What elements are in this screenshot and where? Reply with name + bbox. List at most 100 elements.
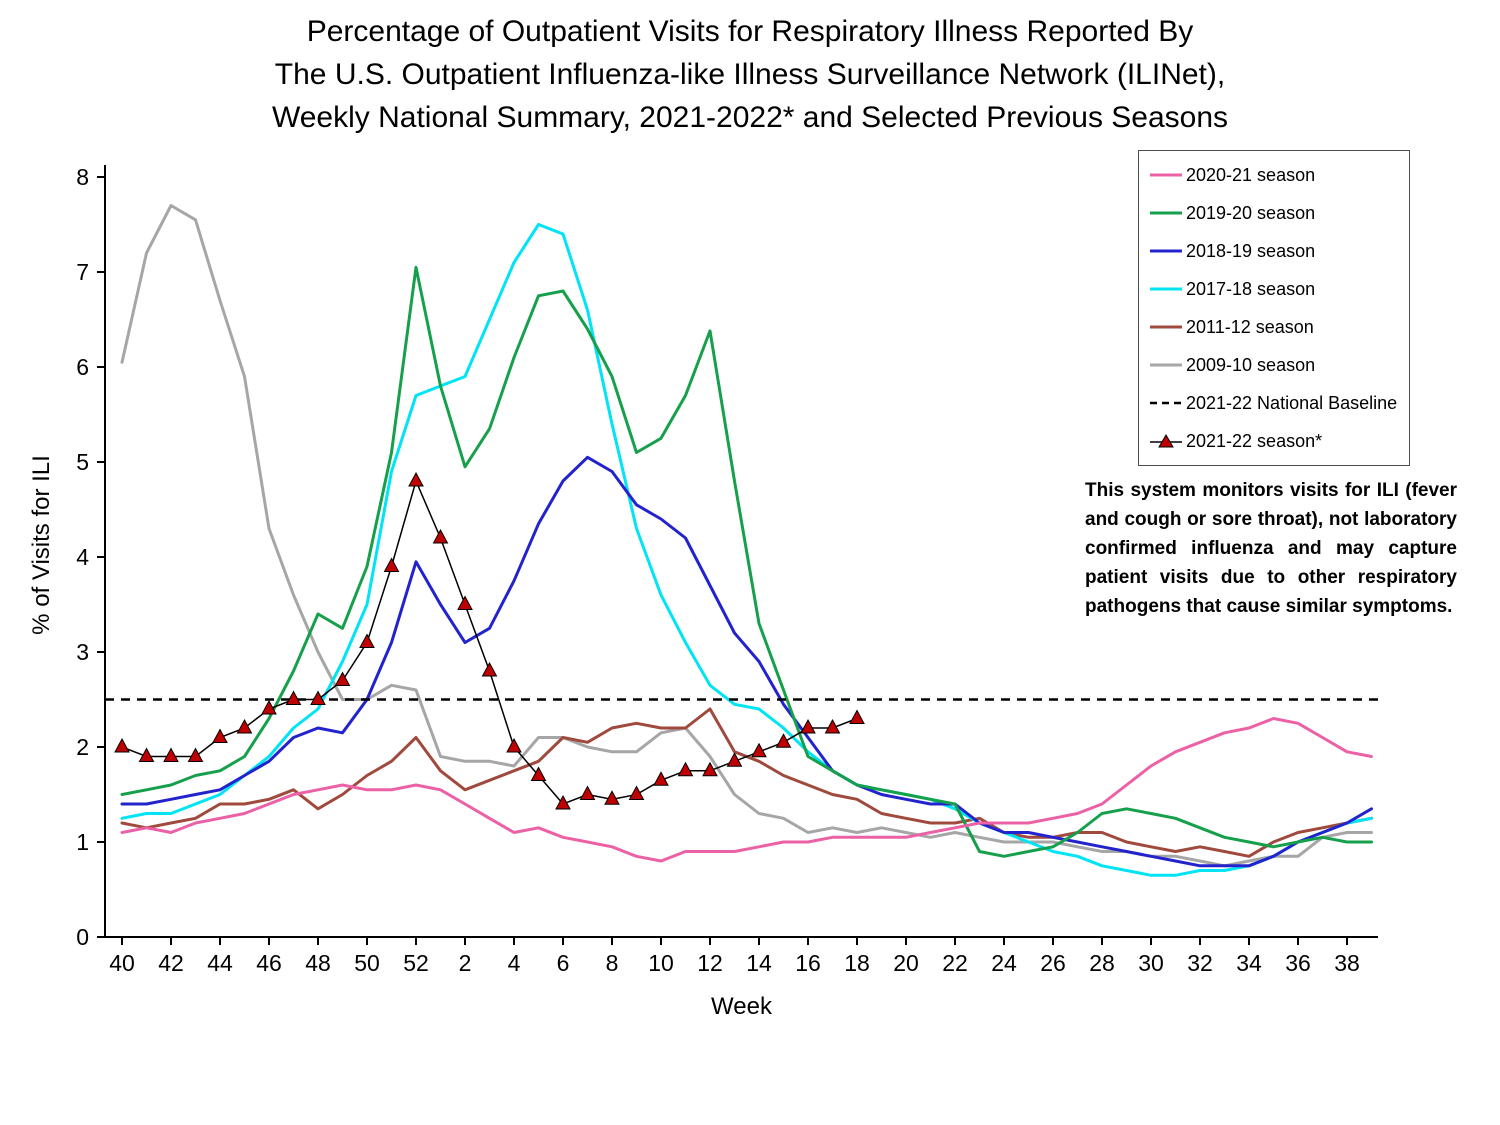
line-swatch xyxy=(1150,363,1182,367)
legend-item-2009-10-season: 2009-10 season xyxy=(1149,346,1403,384)
y-tick-label: 5 xyxy=(76,449,89,475)
y-tick-label: 3 xyxy=(76,639,89,665)
legend: 2020-21 season 2019-20 season 2018-19 seas… xyxy=(1138,150,1410,466)
legend-label: 2020-21 season xyxy=(1186,164,1316,185)
legend-label: 2009-10 season xyxy=(1186,354,1316,375)
x-tick-label: 10 xyxy=(648,950,674,976)
line-swatch xyxy=(1150,173,1182,177)
legend-item-2011-12-season: 2011-12 season xyxy=(1149,308,1403,346)
current-season-marker xyxy=(334,671,351,686)
current-season-marker xyxy=(432,528,449,544)
x-tick-label: 20 xyxy=(893,950,919,976)
series-line-2019-20-season xyxy=(120,265,1373,858)
chart-title-line1: Percentage of Outpatient Visits for Resp… xyxy=(306,15,1194,48)
x-tick-label: 42 xyxy=(158,950,184,976)
x-tick-label: 44 xyxy=(207,950,233,976)
legend-item-2020-21-season: 2020-21 season xyxy=(1149,156,1403,194)
x-tick-label: 48 xyxy=(305,950,331,976)
x-tick-label: 52 xyxy=(403,950,429,976)
baseline-swatch xyxy=(1150,401,1182,405)
y-tick-label: 4 xyxy=(76,544,89,570)
x-tick-label: 2 xyxy=(459,950,472,976)
series-line-2017-18-season xyxy=(120,223,1373,877)
current-season-marker xyxy=(849,709,865,724)
legend-item-2021-22-national-baseline: 2021-22 National Baseline xyxy=(1149,384,1403,422)
current-season-marker xyxy=(506,737,522,753)
line-swatch xyxy=(1150,211,1182,215)
y-tick-label: 0 xyxy=(76,924,89,950)
x-tick-label: 34 xyxy=(1236,950,1262,976)
current-season-marker xyxy=(702,761,718,777)
legend-label: 2011-12 season xyxy=(1186,316,1314,337)
current-season-marker xyxy=(261,699,277,715)
current-season-marker xyxy=(408,471,424,487)
x-axis-label: Week xyxy=(711,993,772,1020)
annotation-text: This system monitors visits for ILI (fev… xyxy=(1085,480,1457,617)
line-swatch xyxy=(1150,287,1182,291)
x-tick-label: 32 xyxy=(1187,950,1213,976)
current-season-marker xyxy=(579,785,596,800)
line-swatch xyxy=(1150,325,1182,329)
current-season-marker xyxy=(236,718,253,734)
legend-items: 2020-21 season 2019-20 season 2018-19 seas… xyxy=(1149,156,1403,460)
x-tick-label: 4 xyxy=(508,950,521,976)
legend-item-2018-19-season: 2018-19 season xyxy=(1149,232,1403,270)
x-tick-label: 24 xyxy=(991,950,1017,976)
current-season-marker xyxy=(457,595,473,610)
series-line-2020-21-season xyxy=(120,717,1373,863)
line-swatch xyxy=(1150,249,1182,253)
current-season-marker xyxy=(310,690,326,705)
x-tick-label: 22 xyxy=(942,950,968,976)
x-tick-label: 12 xyxy=(697,950,723,976)
x-tick-label: 40 xyxy=(109,950,135,976)
y-tick-label: 2 xyxy=(76,734,89,760)
legend-item-2019-20-season: 2019-20 season xyxy=(1149,194,1403,232)
y-tick-label: 1 xyxy=(76,829,89,855)
x-tick-label: 8 xyxy=(606,950,619,976)
x-tick-label: 26 xyxy=(1040,950,1066,976)
current-season-marker xyxy=(481,661,498,677)
x-tick-label: 46 xyxy=(256,950,282,976)
chart-title-line2: The U.S. Outpatient Influenza-like Illne… xyxy=(274,58,1226,91)
legend-item-2021-22-season: 2021-22 season* xyxy=(1149,422,1403,460)
current-season-marker xyxy=(114,737,130,753)
current-season-marker xyxy=(824,718,841,734)
x-tick-label: 36 xyxy=(1285,950,1311,976)
current-season-marker xyxy=(775,733,792,748)
current-season-marker xyxy=(187,747,204,762)
legend-label: 2019-20 season xyxy=(1186,202,1316,223)
legend-label: 2021-22 season* xyxy=(1186,430,1323,451)
x-tick-label: 28 xyxy=(1089,950,1115,976)
y-tick-label: 8 xyxy=(76,164,89,190)
y-tick-label: 6 xyxy=(76,354,89,380)
legend-label: 2021-22 National Baseline xyxy=(1186,392,1398,413)
current-season-marker xyxy=(751,742,767,758)
current-season-marker xyxy=(383,557,400,572)
current-season-marker xyxy=(628,785,645,800)
chart-title-line3: Weekly National Summary, 2021-2022* and … xyxy=(271,101,1229,134)
current-season-marker xyxy=(359,633,375,648)
x-tick-label: 18 xyxy=(844,950,870,976)
series-line-2018-19-season xyxy=(120,455,1373,868)
x-tick-label: 50 xyxy=(354,950,380,976)
current-season-marker xyxy=(555,794,571,810)
legend-label: 2017-18 season xyxy=(1186,278,1316,299)
current-season-marker xyxy=(285,690,302,705)
x-tick-label: 38 xyxy=(1334,950,1360,976)
x-tick-label: 14 xyxy=(746,950,772,976)
series-line-2009-10-season xyxy=(120,204,1373,868)
marker-swatch xyxy=(1150,433,1182,447)
current-season-marker xyxy=(800,718,816,734)
legend-item-2017-18-season: 2017-18 season xyxy=(1149,270,1403,308)
y-tick-label: 7 xyxy=(76,259,89,285)
current-season-marker xyxy=(138,747,155,762)
x-tick-label: 30 xyxy=(1138,950,1164,976)
current-season-marker xyxy=(726,752,743,767)
x-tick-label: 6 xyxy=(557,950,570,976)
current-season-marker xyxy=(163,747,179,762)
current-season-marker xyxy=(604,790,620,805)
x-tick-label: 16 xyxy=(795,950,821,976)
current-season-marker xyxy=(530,766,547,781)
